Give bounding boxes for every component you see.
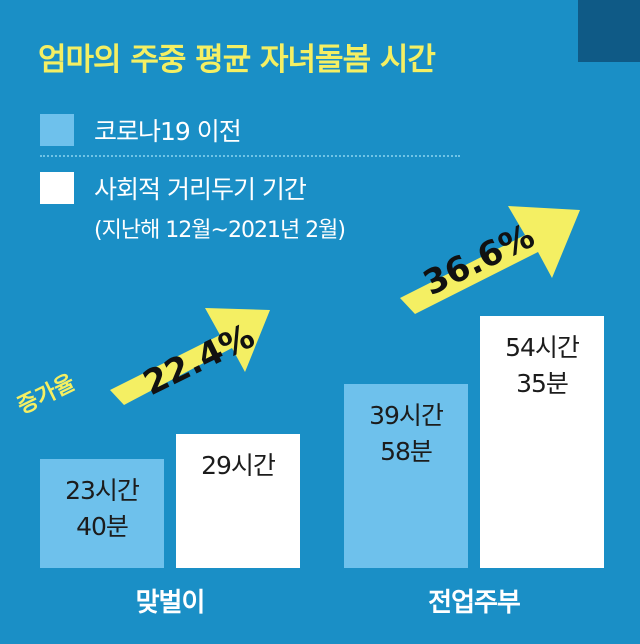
- bar-2-before: [344, 384, 468, 568]
- legend-swatch-before: [40, 114, 74, 146]
- bar-value-label-2-before: 39시간 58분: [369, 401, 444, 466]
- category-label-2: 전업주부: [428, 588, 521, 618]
- increase-rate-label: 증가율: [13, 370, 80, 420]
- corner-block: [578, 0, 640, 62]
- bar-value-label-1-before: 23시간 40분: [65, 476, 140, 541]
- increase-arrow-shape-1: [110, 308, 270, 405]
- bar-2-during: [480, 316, 604, 568]
- increase-arrow-2: [400, 206, 580, 314]
- legend-period-note: (지난해 12월~2021년 2월): [94, 218, 346, 243]
- increase-arrow-shape-2: [400, 206, 580, 314]
- chart-title: 엄마의 주중 평균 자녀돌봄 시간: [38, 42, 436, 78]
- legend-swatch-during: [40, 172, 74, 204]
- category-label-1: 맞벌이: [135, 588, 206, 618]
- bar-1-during: [176, 434, 300, 568]
- legend-label-during: 사회적 거리두기 기간: [94, 175, 307, 204]
- bar-value-label-2-during: 54시간 35분: [505, 333, 580, 398]
- legend-item-before: 코로나19 이전: [40, 112, 242, 148]
- legend-divider: [40, 155, 460, 157]
- bar-1-before: [40, 459, 164, 568]
- increase-arrow-1: [110, 308, 270, 405]
- bar-value-label-1-during: 29시간: [201, 451, 276, 480]
- legend-item-during: 사회적 거리두기 기간: [40, 170, 307, 206]
- legend-label-before: 코로나19 이전: [94, 117, 242, 146]
